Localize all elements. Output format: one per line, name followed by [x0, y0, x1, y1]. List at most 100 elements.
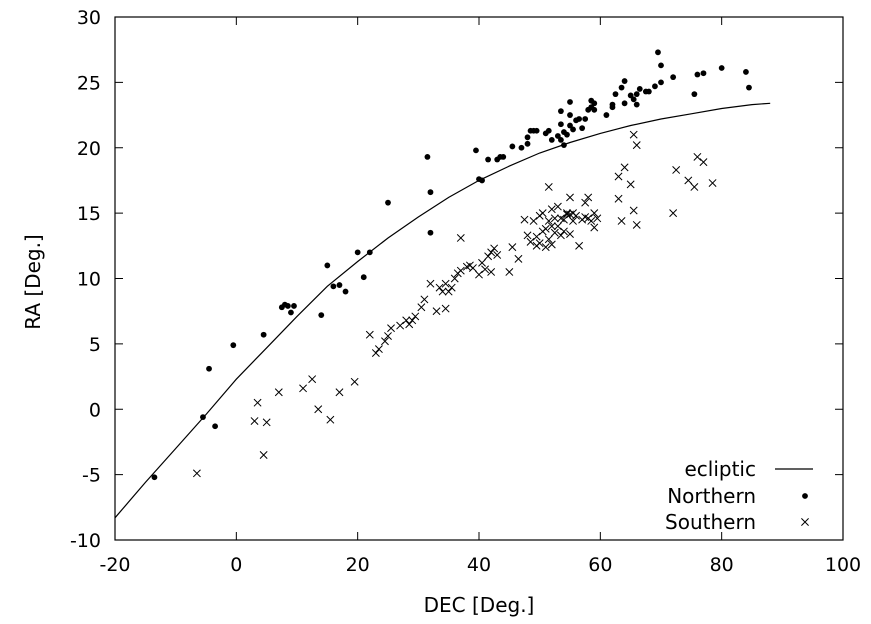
southern-point — [487, 268, 496, 276]
southern-point — [547, 222, 556, 231]
southern-point — [544, 217, 553, 225]
y-tick-label: 5 — [89, 334, 101, 356]
southern-point — [553, 202, 562, 211]
southern-point — [435, 283, 444, 292]
northern-point — [561, 142, 567, 149]
southern-point — [335, 388, 344, 397]
southern-point — [441, 279, 450, 288]
southern-point — [584, 193, 593, 202]
northern-point — [548, 137, 555, 143]
southern-point — [614, 194, 623, 203]
northern-point — [630, 96, 637, 103]
southern-point — [708, 179, 717, 188]
southern-point — [384, 332, 392, 340]
southern-point — [550, 214, 559, 223]
southern-point — [444, 287, 453, 296]
southern-point — [438, 287, 447, 296]
southern-point — [505, 268, 514, 276]
southern-point — [614, 172, 623, 181]
northern-point — [576, 116, 582, 122]
northern-point — [746, 84, 752, 91]
southern-point — [314, 405, 323, 414]
southern-point — [556, 231, 565, 240]
southern-point — [441, 304, 450, 313]
southern-point — [274, 388, 283, 397]
northern-point — [633, 101, 640, 108]
southern-point — [553, 222, 562, 231]
southern-point — [262, 418, 271, 427]
southern-point — [259, 451, 268, 459]
southern-point — [590, 223, 599, 232]
y-tick-label: 20 — [77, 138, 101, 160]
southern-point — [581, 198, 590, 207]
southern-point — [299, 384, 308, 393]
northern-point — [285, 303, 291, 309]
northern-point — [212, 423, 219, 430]
y-tick-label: 15 — [77, 203, 101, 225]
southern-point — [541, 243, 550, 252]
southern-point — [365, 330, 374, 339]
northern-point — [260, 331, 267, 338]
northern-point — [567, 122, 573, 129]
northern-point — [718, 65, 725, 71]
southern-point — [544, 235, 553, 244]
southern-point — [250, 417, 259, 425]
data-marks — [114, 49, 771, 519]
southern-point — [569, 217, 577, 225]
southern-point — [566, 230, 574, 238]
southern-point — [308, 375, 317, 384]
northern-point — [288, 309, 294, 316]
northern-point — [558, 121, 564, 128]
tick-group: -20 0 20 40 60 80 100 -10 -5 0 5 10 15 20 25 30 — [70, 7, 861, 576]
southern-point — [559, 227, 568, 236]
northern-point — [524, 140, 531, 147]
northern-point — [621, 78, 628, 84]
northern-point — [479, 177, 485, 184]
northern-point — [524, 134, 531, 141]
northern-point — [206, 365, 212, 372]
southern-point — [387, 324, 395, 333]
southern-point — [490, 244, 499, 253]
southern-point — [672, 166, 681, 174]
series-ecliptic — [114, 102, 771, 519]
northern-point — [427, 189, 434, 196]
southern-point — [575, 241, 584, 250]
southern-point — [587, 217, 596, 225]
northern-point — [545, 127, 552, 134]
southern-point — [481, 265, 490, 274]
y-tick-label: -5 — [82, 465, 101, 487]
southern-point — [526, 237, 535, 246]
plot-frame — [114, 16, 844, 541]
southern-point — [538, 209, 547, 218]
southern-point — [699, 158, 708, 167]
northern-point — [612, 91, 619, 98]
northern-point — [385, 199, 391, 206]
northern-point — [579, 125, 586, 132]
northern-point — [658, 62, 664, 69]
southern-point — [408, 316, 417, 325]
southern-point — [402, 316, 411, 325]
southern-point — [456, 234, 465, 242]
southern-point — [396, 321, 405, 330]
northern-point — [336, 282, 343, 288]
southern-point — [669, 209, 678, 218]
southern-point — [475, 270, 483, 279]
northern-point — [691, 91, 698, 98]
southern-point — [487, 248, 496, 257]
northern-point — [570, 126, 576, 133]
southern-point — [563, 210, 571, 219]
southern-point — [629, 130, 638, 139]
x-tick-label: 0 — [230, 554, 242, 576]
southern-point — [478, 258, 486, 267]
northern-point — [621, 100, 628, 107]
southern-point — [629, 206, 638, 215]
southern-point — [405, 320, 414, 329]
southern-point — [544, 183, 553, 191]
northern-point — [609, 101, 616, 108]
northern-point — [591, 100, 598, 107]
northern-point — [324, 262, 331, 269]
southern-point — [484, 252, 493, 261]
southern-point — [493, 251, 502, 259]
northern-point — [500, 154, 507, 160]
northern-point — [670, 74, 677, 81]
